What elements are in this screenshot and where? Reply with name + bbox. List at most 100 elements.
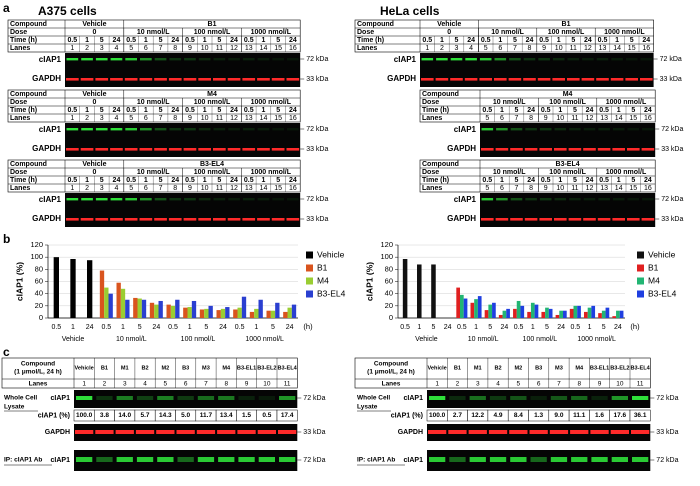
band-GAPDH — [596, 78, 609, 81]
band-GAPDH — [242, 218, 256, 221]
bar — [498, 314, 503, 318]
bar — [477, 296, 482, 318]
band-GAPDH — [95, 78, 109, 81]
band-cIAP1 — [569, 128, 581, 131]
bar — [166, 304, 171, 318]
time-label: 5 — [573, 177, 577, 184]
band-cIAP1 — [238, 396, 255, 400]
band-cIAP1 — [627, 128, 640, 131]
bar — [520, 305, 525, 318]
blot-label: GAPDH — [32, 214, 61, 223]
band-cIAP1 — [510, 198, 523, 201]
percent-value: 5.7 — [141, 412, 150, 419]
percent-value: 12.2 — [471, 412, 484, 419]
band-GAPDH — [583, 218, 596, 221]
lane-number: 2 — [85, 45, 89, 52]
marker-label: 72 kDa — [656, 457, 678, 464]
band-GAPDH — [227, 78, 241, 81]
lane-number: 6 — [498, 45, 502, 52]
lane-number: 16 — [289, 45, 297, 52]
band-GAPDH — [481, 218, 494, 221]
lane-number: 10 — [555, 45, 563, 52]
lane-number: 2 — [85, 115, 89, 122]
header: Compound — [21, 361, 55, 368]
percent-value: 3.8 — [100, 412, 109, 419]
band-cIAP1 — [538, 58, 550, 61]
band-cIAP1 — [125, 128, 137, 131]
y-tick-label: 100 — [30, 252, 43, 261]
band-cIAP1 — [554, 128, 567, 131]
lane-number: 7 — [557, 381, 561, 388]
lane-number: 10 — [556, 185, 564, 192]
header: (1 μmol/L, 24 h) — [367, 369, 415, 376]
row-header: Time (h) — [357, 37, 384, 44]
band-GAPDH — [554, 148, 567, 151]
lane-number: 11 — [216, 185, 223, 192]
band-cIAP1 — [157, 396, 174, 400]
time-label: 1 — [558, 177, 562, 184]
column-header: B2 — [494, 365, 501, 371]
lane-number: 1 — [70, 115, 74, 122]
band-cIAP1 — [272, 198, 284, 201]
bar — [204, 308, 209, 318]
group-label: 100 nmol/L — [523, 336, 558, 343]
lane-number: 10 — [263, 381, 271, 388]
bar — [208, 305, 213, 318]
bar — [431, 264, 436, 318]
section-label: Whole Cell — [357, 395, 390, 402]
band-cIAP1 — [598, 128, 610, 131]
band-GAPDH — [213, 78, 226, 81]
band-cIAP1 — [110, 198, 123, 201]
band-cIAP1 — [496, 198, 508, 201]
bar — [569, 308, 574, 318]
band-GAPDH — [641, 218, 655, 221]
time-label: 1 — [203, 107, 207, 114]
band-cIAP1 — [125, 58, 137, 61]
lane-number: 1 — [425, 45, 429, 52]
legend-label: B3-EL4 — [648, 288, 677, 298]
row-header: Compound — [10, 161, 47, 168]
band-GAPDH — [597, 218, 611, 221]
time-label: 5 — [515, 107, 519, 114]
bar — [463, 298, 468, 318]
lane-number: 10 — [201, 45, 209, 52]
percent-value: 17.6 — [614, 412, 627, 419]
band-cIAP1 — [110, 128, 123, 131]
bar — [591, 305, 596, 318]
band-GAPDH — [217, 430, 236, 434]
band-cIAP1 — [257, 58, 270, 61]
band-cIAP1 — [632, 396, 649, 400]
lane-number: 4 — [114, 185, 118, 192]
band-GAPDH — [627, 218, 640, 221]
row-header: Dose — [422, 99, 439, 106]
blot — [427, 390, 651, 408]
time-label: 24 — [527, 177, 535, 184]
y-tick-label: 100 — [380, 252, 393, 261]
bar — [108, 293, 113, 318]
column-header: M2 — [514, 365, 522, 371]
dose-label: 1000 nmol/L — [251, 99, 292, 106]
band-cIAP1 — [479, 58, 492, 61]
legend-swatch — [306, 264, 313, 272]
band-GAPDH — [286, 218, 300, 221]
band-GAPDH — [66, 78, 79, 81]
lane-number: 12 — [230, 185, 238, 192]
bar — [534, 304, 539, 318]
bar — [70, 258, 76, 318]
band-cIAP1 — [642, 128, 654, 131]
bar — [598, 313, 602, 318]
band-cIAP1 — [154, 58, 167, 61]
time-label: 5 — [159, 177, 163, 184]
dose-label: 10 nmol/L — [493, 99, 526, 106]
bar — [233, 309, 238, 318]
x-tick-label: 5 — [204, 324, 208, 331]
band-cIAP1 — [184, 128, 196, 131]
marker-label: 72 kDa — [306, 56, 328, 63]
bar — [402, 258, 408, 318]
band-cIAP1 — [169, 58, 182, 61]
lane-number: 1 — [435, 381, 439, 388]
lane-number: 16 — [644, 185, 652, 192]
time-label: 24 — [586, 107, 594, 114]
time-label: 1 — [203, 37, 207, 44]
percent-cell — [276, 409, 298, 422]
